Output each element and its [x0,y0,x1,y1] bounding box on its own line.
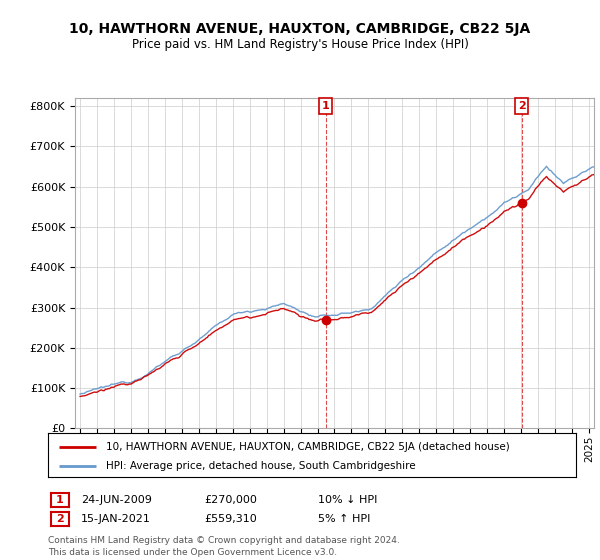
Text: 10, HAWTHORN AVENUE, HAUXTON, CAMBRIDGE, CB22 5JA: 10, HAWTHORN AVENUE, HAUXTON, CAMBRIDGE,… [70,22,530,36]
Text: 5% ↑ HPI: 5% ↑ HPI [318,514,370,524]
Text: 2: 2 [56,514,64,524]
Text: £270,000: £270,000 [204,495,257,505]
Text: 1: 1 [56,495,64,505]
Text: 10% ↓ HPI: 10% ↓ HPI [318,495,377,505]
Text: £559,310: £559,310 [204,514,257,524]
Text: Price paid vs. HM Land Registry's House Price Index (HPI): Price paid vs. HM Land Registry's House … [131,38,469,51]
Text: 24-JUN-2009: 24-JUN-2009 [81,495,152,505]
Text: HPI: Average price, detached house, South Cambridgeshire: HPI: Average price, detached house, Sout… [106,461,416,471]
Text: 10, HAWTHORN AVENUE, HAUXTON, CAMBRIDGE, CB22 5JA (detached house): 10, HAWTHORN AVENUE, HAUXTON, CAMBRIDGE,… [106,441,510,451]
Text: 15-JAN-2021: 15-JAN-2021 [81,514,151,524]
Text: Contains HM Land Registry data © Crown copyright and database right 2024.
This d: Contains HM Land Registry data © Crown c… [48,536,400,557]
Text: 2: 2 [518,101,526,111]
Text: 1: 1 [322,101,329,111]
